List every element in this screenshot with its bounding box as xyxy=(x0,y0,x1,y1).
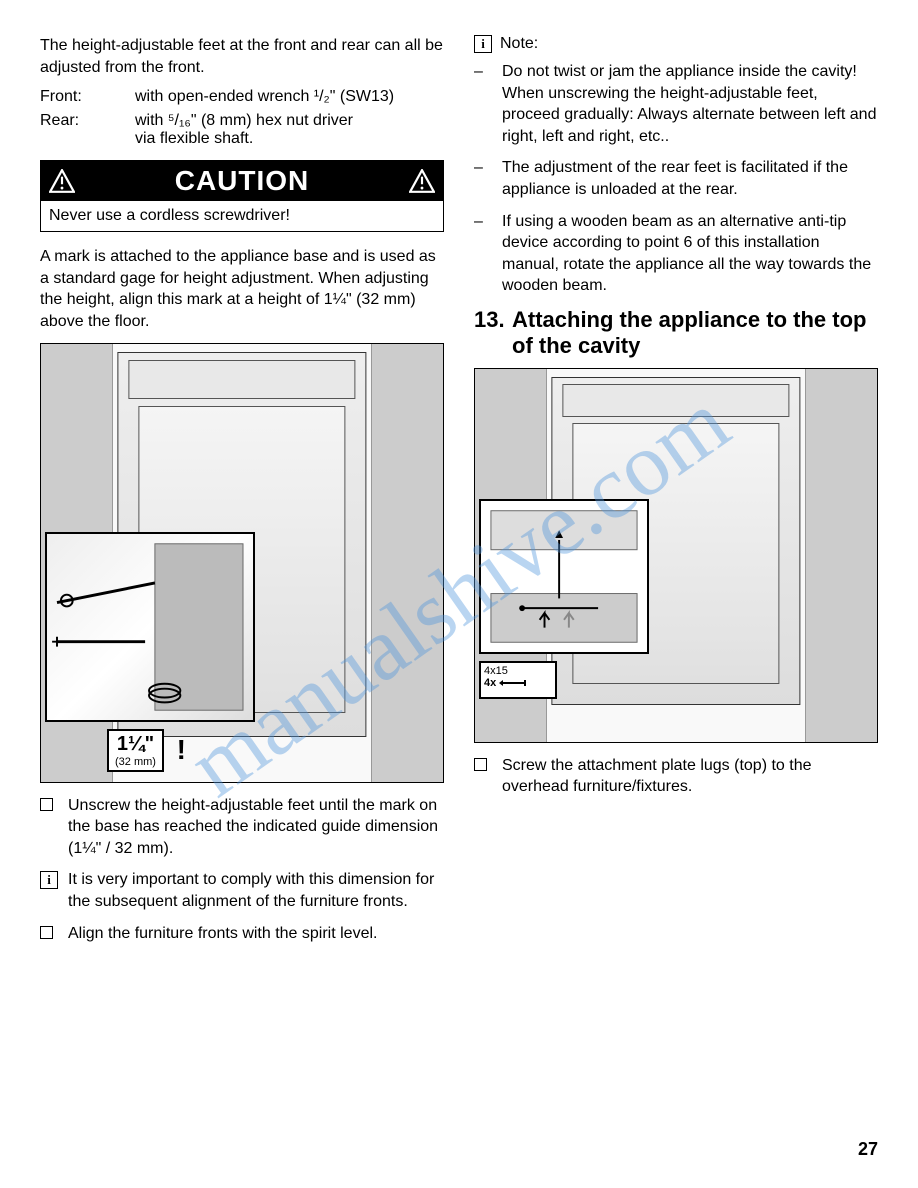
rear-line2: via flexible shaft. xyxy=(135,130,253,147)
info-bullet-icon: i xyxy=(40,869,68,912)
figure-attach-top: 4x15 4x xyxy=(474,368,878,743)
screw-spec-box: 4x15 4x xyxy=(479,661,557,699)
figure-height-adjust: 1¼" (32 mm) ! xyxy=(40,343,444,783)
tool-row-rear: Rear: with ⁵/₁₆" (8 mm) hex nut driver v… xyxy=(40,112,444,148)
note-header: i Note: xyxy=(474,35,878,53)
bullet-text: Screw the attachment plate lugs (top) to… xyxy=(502,755,878,798)
tool-desc-front: with open-ended wrench ¹/₂" (SW13) xyxy=(135,88,444,106)
screw-qty: 4x xyxy=(484,677,496,689)
note-text: Do not twist or jam the appliance inside… xyxy=(502,61,878,147)
info-icon: i xyxy=(474,35,492,53)
list-item: – The adjustment of the rear feet is fac… xyxy=(474,157,878,200)
detail-inset-feet: 1¼" (32 mm) ! xyxy=(45,532,255,722)
list-item: – If using a wooden beam as an alternati… xyxy=(474,211,878,297)
screw-detail-icon xyxy=(481,501,647,652)
caution-title: CAUTION xyxy=(175,165,310,197)
mark-paragraph: A mark is attached to the appliance base… xyxy=(40,246,444,332)
section-title: Attaching the appliance to the top of th… xyxy=(512,307,878,360)
cavity-wall-right xyxy=(371,344,443,782)
appliance-top-bar xyxy=(128,360,355,398)
dash-bullet-icon: – xyxy=(474,61,502,147)
left-bullet-list: Unscrew the height-adjustable feet until… xyxy=(40,795,444,946)
list-item: i It is very important to comply with th… xyxy=(40,869,444,912)
square-bullet-icon xyxy=(40,923,68,946)
left-column: The height-adjustable feet at the front … xyxy=(40,35,444,955)
note-list: – Do not twist or jam the appliance insi… xyxy=(474,61,878,297)
list-item: Unscrew the height-adjustable feet until… xyxy=(40,795,444,860)
square-bullet-icon xyxy=(474,755,502,798)
warning-triangle-icon xyxy=(409,169,435,193)
note-label: Note: xyxy=(500,35,538,53)
rear-line1: with ⁵/₁₆" (8 mm) hex nut driver xyxy=(135,112,353,129)
list-item: – Do not twist or jam the appliance insi… xyxy=(474,61,878,147)
caution-box: CAUTION Never use a cordless screwdriver… xyxy=(40,160,444,232)
tool-label-front: Front: xyxy=(40,88,135,106)
bullet-text: Unscrew the height-adjustable feet until… xyxy=(68,795,444,860)
screw-icon xyxy=(499,680,527,686)
dash-bullet-icon: – xyxy=(474,211,502,297)
caution-body: Never use a cordless screwdriver! xyxy=(41,201,443,231)
square-bullet-icon xyxy=(40,795,68,860)
cavity-wall-right xyxy=(805,369,877,742)
note-text: The adjustment of the rear feet is facil… xyxy=(502,157,878,200)
note-text: If using a wooden beam as an alternative… xyxy=(502,211,878,297)
tool-desc-rear: with ⁵/₁₆" (8 mm) hex nut driver via fle… xyxy=(135,112,444,148)
intro-text: The height-adjustable feet at the front … xyxy=(40,35,444,78)
screw-qty-row: 4x xyxy=(484,677,552,689)
caution-header: CAUTION xyxy=(41,161,443,201)
bullet-text: It is very important to comply with this… xyxy=(68,869,444,912)
section-number: 13. xyxy=(474,307,512,360)
wrench-detail-icon xyxy=(47,534,253,720)
appliance-top-bar xyxy=(562,384,789,417)
detail-inset-screw xyxy=(479,499,649,654)
dim-exclamation: ! xyxy=(177,734,186,766)
detail-content: 1¼" (32 mm) ! xyxy=(47,534,253,720)
dim-main: 1¼" xyxy=(115,733,156,756)
screw-size: 4x15 xyxy=(484,665,552,677)
dim-sub: (32 mm) xyxy=(115,756,156,768)
tool-label-rear: Rear: xyxy=(40,112,135,148)
right-column: i Note: – Do not twist or jam the applia… xyxy=(474,35,878,955)
bullet-text: Align the furniture fronts with the spir… xyxy=(68,923,377,946)
list-item: Align the furniture fronts with the spir… xyxy=(40,923,444,946)
tool-row-front: Front: with open-ended wrench ¹/₂" (SW13… xyxy=(40,88,444,106)
page-number: 27 xyxy=(858,1139,878,1160)
right-bullet-list: Screw the attachment plate lugs (top) to… xyxy=(474,755,878,798)
dash-bullet-icon: – xyxy=(474,157,502,200)
dimension-label: 1¼" (32 mm) ! xyxy=(107,729,164,772)
two-column-layout: The height-adjustable feet at the front … xyxy=(40,35,878,955)
section-heading: 13. Attaching the appliance to the top o… xyxy=(474,307,878,360)
warning-triangle-icon xyxy=(49,169,75,193)
tool-table: Front: with open-ended wrench ¹/₂" (SW13… xyxy=(40,88,444,148)
list-item: Screw the attachment plate lugs (top) to… xyxy=(474,755,878,798)
